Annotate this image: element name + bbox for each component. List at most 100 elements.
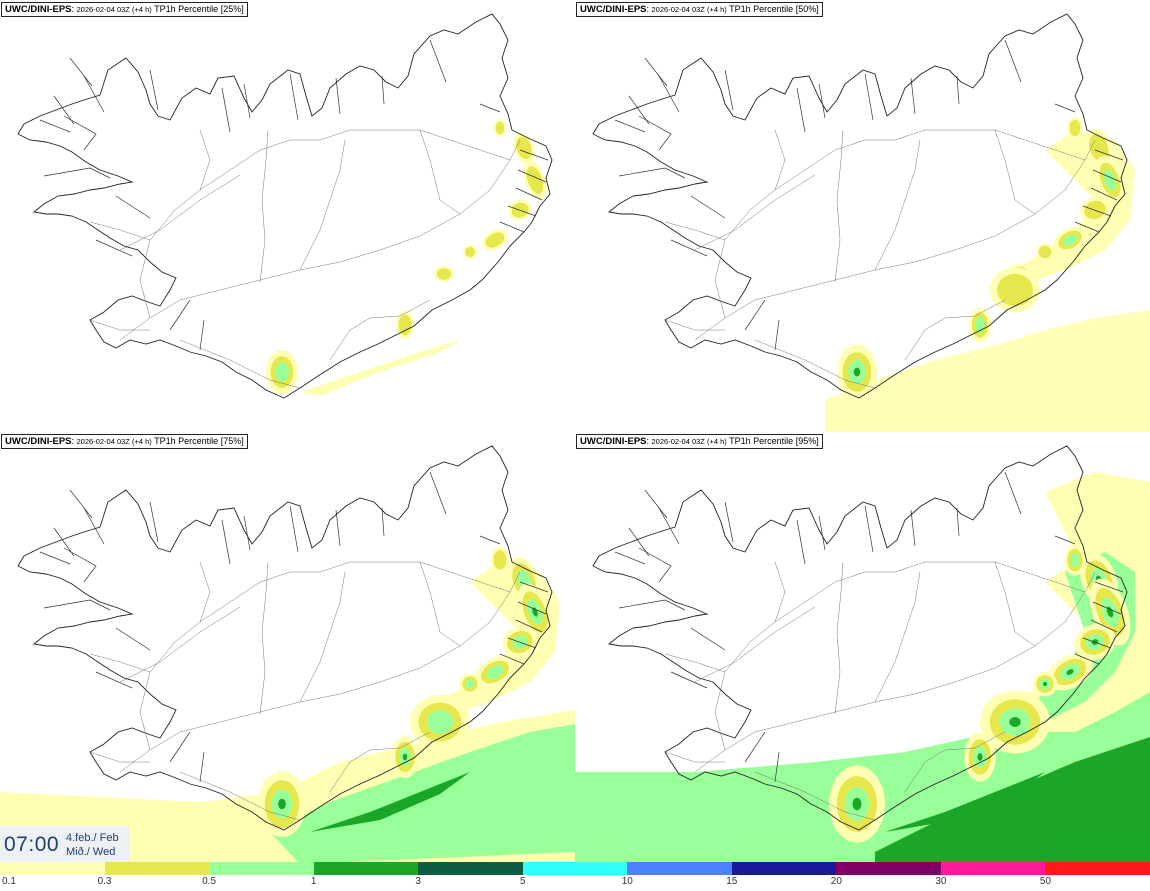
precip-map-75 xyxy=(0,445,575,864)
coast-inlet xyxy=(149,501,159,543)
colorbar-swatch xyxy=(1045,862,1150,875)
road-line xyxy=(139,129,511,319)
precip-cell xyxy=(485,232,505,248)
road-line xyxy=(664,221,726,241)
road-line xyxy=(119,606,241,683)
colorbar-tick: 20 xyxy=(830,876,842,887)
coast-inlet xyxy=(956,507,960,537)
colorbar-tick: 0.1 xyxy=(2,876,16,887)
precip-cell xyxy=(486,665,504,679)
road-line xyxy=(834,561,844,715)
road-line xyxy=(904,731,1006,793)
coast-inlet xyxy=(690,627,726,651)
run-time: 2026-02-04 03Z (+4 h) xyxy=(76,5,152,14)
road-line xyxy=(664,653,726,673)
coast-inlet xyxy=(95,239,133,257)
precip-map-50 xyxy=(592,13,1150,432)
colorbar-swatch xyxy=(209,862,314,875)
road-line xyxy=(694,606,816,683)
coast-inlet xyxy=(644,57,668,87)
precip-cell xyxy=(465,247,475,257)
precip-band xyxy=(300,340,460,396)
model-name: UWC/DINI-EPS xyxy=(5,4,72,15)
colorbar-tick-labels: 0.1 0.3 0.5 1 3 5 10 15 20 30 50 xyxy=(0,876,1150,891)
coast-inlet xyxy=(115,195,151,219)
coast-inlet xyxy=(644,489,668,519)
map-panel-25: UWC/DINI-EPS: 2026-02-04 03Z (+4 h) TP1h… xyxy=(0,0,575,432)
precip-map-95 xyxy=(575,445,1150,864)
coastline xyxy=(592,445,1128,831)
coast-inlet xyxy=(1082,205,1112,217)
precip-cell xyxy=(853,367,861,377)
model-name: UWC/DINI-EPS xyxy=(580,4,647,15)
precip-map-25 xyxy=(17,13,553,399)
road-line xyxy=(694,174,816,251)
coast-inlet xyxy=(95,671,133,689)
road-line xyxy=(299,571,346,703)
road-line xyxy=(119,174,241,251)
colorbar-tick: 0.5 xyxy=(202,876,217,887)
precip-cell xyxy=(1089,134,1109,162)
coast-inlet xyxy=(1090,619,1118,633)
precip-band xyxy=(875,737,1150,864)
precip-cell xyxy=(275,362,289,382)
precip-cell xyxy=(1009,717,1021,727)
road-line xyxy=(119,139,521,341)
coast-inlet xyxy=(115,627,151,651)
precip-cell xyxy=(997,273,1033,307)
valid-time-clock: 07:00 xyxy=(4,833,60,856)
coast-inlet xyxy=(507,205,537,217)
road-line xyxy=(754,771,876,821)
coast-inlet xyxy=(1092,169,1122,183)
map-panel-75: UWC/DINI-EPS: 2026-02-04 03Z (+4 h) TP1h… xyxy=(0,432,575,864)
panel-title-95: UWC/DINI-EPS: 2026-02-04 03Z (+4 h) TP1h… xyxy=(576,434,823,449)
coast-inlet xyxy=(638,115,672,151)
colorbar-tick: 30 xyxy=(935,876,947,887)
precip-cell xyxy=(1070,553,1080,567)
colorbar-tick: 15 xyxy=(726,876,738,887)
road-line xyxy=(664,319,725,331)
coast-inlet xyxy=(39,551,71,565)
road-line xyxy=(994,561,1036,647)
road-line xyxy=(89,319,150,331)
coast-inlet xyxy=(479,103,501,113)
precip-cell xyxy=(852,797,862,811)
coast-inlet xyxy=(910,509,916,547)
coast-inlet xyxy=(670,671,708,689)
road-line xyxy=(419,561,461,647)
coast-inlet xyxy=(724,501,734,543)
precip-cell xyxy=(1066,669,1074,675)
coast-inlet xyxy=(499,653,525,665)
road-line xyxy=(994,129,1036,215)
field-name: TP1h Percentile xyxy=(154,4,219,14)
colorbar-swatch xyxy=(731,862,837,875)
coast-inlet xyxy=(796,87,806,133)
panel-title-25: UWC/DINI-EPS: 2026-02-04 03Z (+4 h) TP1h… xyxy=(1,2,248,17)
road-line xyxy=(754,339,876,389)
coast-inlet xyxy=(429,471,447,515)
coastline xyxy=(592,13,1128,399)
precip-cell xyxy=(426,710,454,734)
precip-colorbar xyxy=(0,862,1150,875)
valid-time-box: 07:00 4.feb./ Feb Mið./ Wed xyxy=(0,826,130,862)
road-line xyxy=(874,139,921,271)
coast-inlet xyxy=(149,69,159,111)
road-line xyxy=(299,139,346,271)
coast-inlet xyxy=(381,75,385,105)
colorbar-tick: 3 xyxy=(415,876,421,887)
colorbar-tick: 5 xyxy=(519,876,526,887)
coast-inlet xyxy=(519,581,549,593)
coast-inlet xyxy=(515,187,543,201)
coast-inlet xyxy=(614,119,646,133)
colorbar-swatch xyxy=(940,862,1046,875)
coast-inlet xyxy=(199,751,205,783)
colorbar-swatch xyxy=(627,862,732,875)
precip-cell xyxy=(402,753,408,761)
precip-cell xyxy=(436,268,452,280)
coast-inlet xyxy=(1094,581,1124,593)
coast-inlet xyxy=(83,75,105,113)
coast-inlet xyxy=(43,167,111,179)
precip-cell xyxy=(1069,119,1081,137)
coast-inlet xyxy=(39,119,71,133)
precip-cell xyxy=(526,166,544,194)
